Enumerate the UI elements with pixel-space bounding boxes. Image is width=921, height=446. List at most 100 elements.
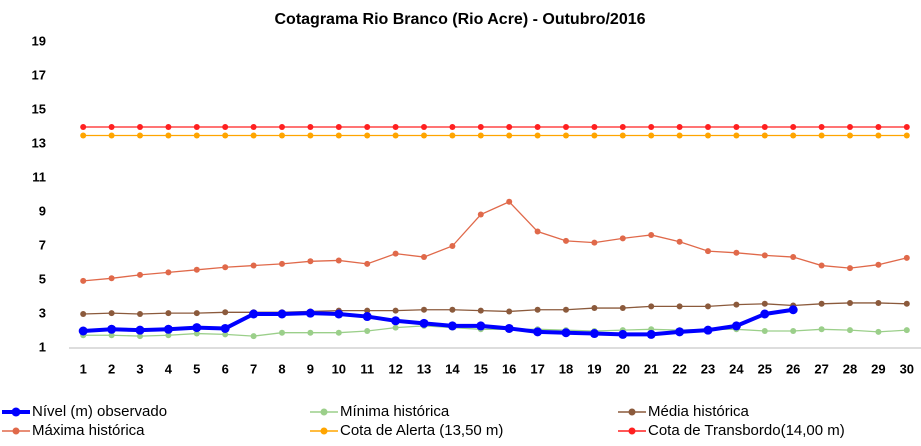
data-point xyxy=(137,311,143,317)
data-point xyxy=(619,235,626,242)
data-point xyxy=(222,124,229,130)
x-tick-label: 7 xyxy=(250,361,257,376)
series-line xyxy=(83,307,794,337)
data-point xyxy=(788,305,798,315)
data-point xyxy=(108,310,115,317)
x-tick-label: 17 xyxy=(530,361,544,376)
data-point xyxy=(447,321,457,331)
legend-marker xyxy=(320,427,328,435)
data-point xyxy=(563,124,569,130)
y-tick-label: 9 xyxy=(39,203,46,218)
data-point xyxy=(705,124,711,130)
data-point xyxy=(589,329,599,339)
data-point xyxy=(875,299,882,306)
data-point xyxy=(847,299,853,306)
data-point xyxy=(163,324,173,334)
data-point xyxy=(421,306,427,313)
y-tick-label: 19 xyxy=(32,33,46,48)
legend-label: Cota de Transbordo(14,00 m) xyxy=(648,422,845,439)
y-tick-label: 5 xyxy=(39,271,46,286)
data-point xyxy=(875,124,882,130)
data-point xyxy=(165,310,172,317)
data-point xyxy=(193,124,200,130)
data-point xyxy=(307,258,314,265)
data-point xyxy=(676,303,683,310)
data-point xyxy=(305,308,315,318)
data-point xyxy=(591,124,598,130)
data-point xyxy=(108,275,115,282)
y-tick-label: 11 xyxy=(32,169,46,184)
data-point xyxy=(591,305,598,312)
data-point xyxy=(165,132,172,139)
y-tick-label: 15 xyxy=(32,101,46,116)
x-tick-label: 28 xyxy=(843,361,857,376)
data-point xyxy=(193,132,200,139)
data-point xyxy=(80,124,87,130)
data-point xyxy=(676,132,683,139)
data-point xyxy=(506,308,513,315)
data-point xyxy=(847,132,853,139)
data-point xyxy=(705,248,711,255)
x-tick-label: 13 xyxy=(417,361,431,376)
data-point xyxy=(476,321,486,331)
legend-marker xyxy=(12,427,20,435)
data-point xyxy=(619,132,626,139)
data-point xyxy=(307,124,314,130)
x-tick-label: 10 xyxy=(332,361,346,376)
data-point xyxy=(790,132,797,139)
x-tick-label: 6 xyxy=(222,361,229,376)
data-point xyxy=(364,260,371,267)
data-point xyxy=(676,124,683,130)
data-point xyxy=(449,124,456,130)
data-point xyxy=(534,306,541,313)
data-point xyxy=(250,132,257,139)
data-point xyxy=(733,249,740,256)
data-point xyxy=(222,264,229,271)
data-point xyxy=(135,325,145,335)
x-tick-label: 25 xyxy=(758,361,772,376)
data-point xyxy=(222,331,229,338)
x-tick-label: 18 xyxy=(559,361,573,376)
data-point xyxy=(646,329,656,339)
data-point xyxy=(534,228,541,235)
data-point xyxy=(619,124,626,130)
data-point xyxy=(279,132,285,139)
data-point xyxy=(335,132,342,139)
chart-title: Cotagrama Rio Branco (Rio Acre) - Outubr… xyxy=(274,11,645,28)
data-point xyxy=(619,305,626,312)
data-point xyxy=(222,309,229,316)
x-tick-label: 8 xyxy=(278,361,285,376)
data-point xyxy=(80,132,87,139)
data-point xyxy=(392,124,399,130)
data-point xyxy=(277,309,287,319)
data-point xyxy=(193,310,200,317)
data-point xyxy=(903,124,910,130)
legend-label: Média histórica xyxy=(648,403,750,420)
x-tick-label: 3 xyxy=(136,361,143,376)
x-tick-label: 9 xyxy=(307,361,314,376)
data-point xyxy=(534,132,541,139)
data-point xyxy=(477,211,484,218)
data-point xyxy=(705,303,711,310)
data-point xyxy=(648,231,655,238)
data-point xyxy=(279,124,285,130)
data-point xyxy=(392,324,399,331)
data-point xyxy=(250,124,257,130)
data-point xyxy=(790,328,797,334)
data-point xyxy=(364,132,371,139)
data-point xyxy=(220,323,230,333)
data-point xyxy=(675,327,685,337)
data-point xyxy=(307,329,314,336)
data-point xyxy=(847,124,853,130)
data-point xyxy=(335,257,342,264)
data-point xyxy=(903,254,910,261)
data-point xyxy=(421,132,427,139)
data-point xyxy=(875,328,882,335)
data-point xyxy=(761,300,768,307)
data-point xyxy=(761,328,768,334)
legend-marker xyxy=(320,408,328,416)
data-point xyxy=(421,254,427,261)
x-tick-label: 14 xyxy=(445,361,460,376)
data-point xyxy=(618,329,628,339)
data-point xyxy=(137,132,143,139)
